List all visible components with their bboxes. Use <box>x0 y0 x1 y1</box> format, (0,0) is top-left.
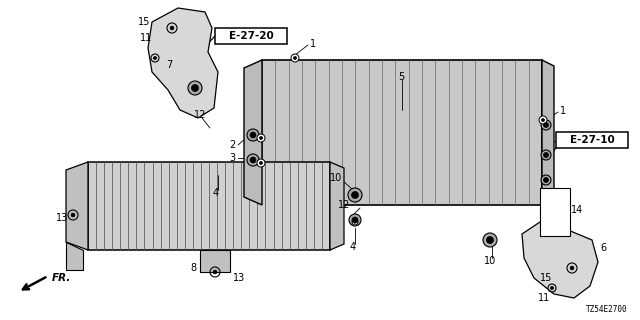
Circle shape <box>541 175 551 185</box>
Circle shape <box>213 270 217 274</box>
Circle shape <box>71 213 75 217</box>
Circle shape <box>250 132 256 138</box>
Polygon shape <box>330 162 344 250</box>
Text: 10: 10 <box>330 173 342 183</box>
Circle shape <box>543 123 548 127</box>
Polygon shape <box>66 242 83 270</box>
Text: FR.: FR. <box>52 273 72 283</box>
Circle shape <box>486 236 493 244</box>
Text: 12: 12 <box>194 110 206 120</box>
Circle shape <box>543 153 548 157</box>
Text: 11: 11 <box>538 293 550 303</box>
Polygon shape <box>262 60 542 205</box>
Polygon shape <box>522 222 598 298</box>
Circle shape <box>191 84 198 92</box>
Circle shape <box>259 161 262 164</box>
Circle shape <box>291 54 299 62</box>
Text: 11: 11 <box>140 33 152 43</box>
Text: 4: 4 <box>213 188 219 198</box>
Circle shape <box>170 26 174 30</box>
Circle shape <box>257 159 265 167</box>
Circle shape <box>154 57 157 60</box>
Circle shape <box>257 134 265 142</box>
Circle shape <box>349 214 361 226</box>
Polygon shape <box>200 250 230 272</box>
Circle shape <box>348 188 362 202</box>
Text: 3: 3 <box>229 153 235 163</box>
Text: 2: 2 <box>229 140 236 150</box>
Circle shape <box>541 120 551 130</box>
Circle shape <box>247 154 259 166</box>
Text: 1: 1 <box>560 106 566 116</box>
Text: 9: 9 <box>560 134 566 144</box>
Circle shape <box>541 118 545 122</box>
Circle shape <box>354 221 356 223</box>
Circle shape <box>539 116 547 124</box>
Circle shape <box>351 191 358 198</box>
Polygon shape <box>542 60 554 205</box>
Text: 6: 6 <box>600 243 606 253</box>
Polygon shape <box>88 162 330 250</box>
Circle shape <box>570 266 574 270</box>
Text: 13: 13 <box>56 213 68 223</box>
Circle shape <box>541 150 551 160</box>
Text: 10: 10 <box>484 256 496 266</box>
Text: 5: 5 <box>398 72 404 82</box>
Circle shape <box>293 56 296 60</box>
Circle shape <box>188 81 202 95</box>
Text: 13: 13 <box>233 273 245 283</box>
Circle shape <box>352 217 358 223</box>
Text: 14: 14 <box>571 205 583 215</box>
Text: E-27-10: E-27-10 <box>570 135 614 145</box>
Circle shape <box>250 157 256 163</box>
Text: 4: 4 <box>350 242 356 252</box>
Polygon shape <box>148 8 218 118</box>
Text: 7: 7 <box>166 60 172 70</box>
Text: TZ54E2700: TZ54E2700 <box>586 305 628 314</box>
Bar <box>556 132 628 148</box>
Polygon shape <box>244 60 262 205</box>
Text: 15: 15 <box>540 273 552 283</box>
Circle shape <box>259 136 262 140</box>
Bar <box>540 188 570 236</box>
Circle shape <box>352 219 358 225</box>
Text: 8: 8 <box>190 263 196 273</box>
Bar <box>215 28 287 44</box>
Text: 15: 15 <box>138 17 150 27</box>
Polygon shape <box>66 162 88 250</box>
Text: 1: 1 <box>310 39 316 49</box>
Circle shape <box>543 178 548 182</box>
Circle shape <box>247 129 259 141</box>
Text: E-27-20: E-27-20 <box>228 31 273 41</box>
Circle shape <box>483 233 497 247</box>
Circle shape <box>550 286 554 290</box>
Text: 12: 12 <box>338 200 350 210</box>
